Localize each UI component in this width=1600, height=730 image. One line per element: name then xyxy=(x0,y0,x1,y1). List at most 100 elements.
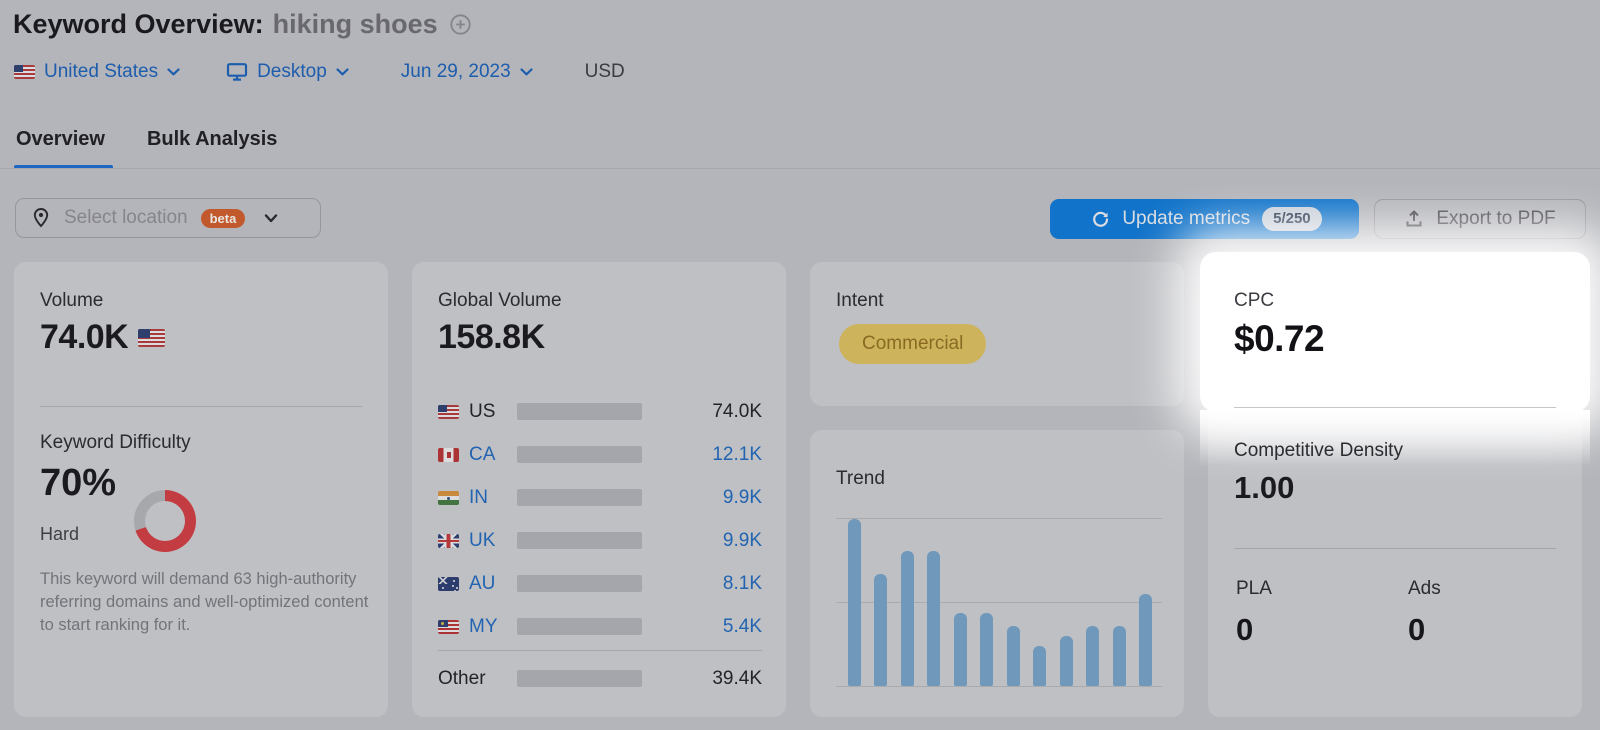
device-selector[interactable]: Desktop xyxy=(226,61,349,83)
cpc-highlight-fade xyxy=(1200,410,1590,466)
export-pdf-label: Export to PDF xyxy=(1436,208,1556,229)
pla-value: 0 xyxy=(1236,612,1254,647)
card-divider xyxy=(1234,548,1556,549)
volume-bar xyxy=(517,575,642,592)
country-row-ca: CA 12.1K xyxy=(438,433,762,476)
device-label: Desktop xyxy=(257,61,327,82)
tab-bar: Overview Bulk Analysis xyxy=(16,128,277,151)
country-selector[interactable]: United States xyxy=(14,61,180,83)
global-volume-card: Global Volume 158.8K US 74.0K CA 12.1K I… xyxy=(412,262,786,717)
us-flag-icon xyxy=(138,328,166,347)
pla-label: PLA xyxy=(1236,578,1272,599)
ads-label: Ads xyxy=(1408,578,1441,599)
us-flag-icon xyxy=(438,404,459,419)
volume-bar xyxy=(517,670,642,687)
volume-card: Volume 74.0K Keyword Difficulty 70% Hard… xyxy=(14,262,388,717)
country-row-au: AU 8.1K xyxy=(438,562,762,605)
trend-bar xyxy=(980,612,994,686)
volume-bar xyxy=(517,618,642,635)
ca-flag-icon xyxy=(438,447,459,462)
trend-bar xyxy=(1138,594,1152,686)
trend-bar xyxy=(900,550,914,686)
intent-badge: Commercial xyxy=(839,324,987,364)
trend-chart xyxy=(836,518,1162,687)
us-flag-icon xyxy=(14,65,35,79)
au-flag-icon xyxy=(438,576,459,591)
update-metrics-label: Update metrics xyxy=(1122,208,1251,229)
ads-value: 0 xyxy=(1408,612,1426,647)
chevron-down-icon xyxy=(265,213,278,222)
trend-bar xyxy=(874,574,888,686)
currency-label: USD xyxy=(584,61,625,82)
country-volume-list: US 74.0K CA 12.1K IN 9.9K UK 9.9K xyxy=(438,390,762,700)
competitive-density-value: 1.00 xyxy=(1234,470,1295,505)
global-volume-label: Global Volume xyxy=(438,290,562,311)
trend-bar xyxy=(1059,635,1073,686)
country-row-us: US 74.0K xyxy=(438,390,762,433)
trend-label: Trend xyxy=(836,468,885,489)
select-location-dropdown[interactable]: Select location beta xyxy=(15,198,321,238)
competitive-density-label: Competitive Density xyxy=(1234,440,1403,461)
other-divider xyxy=(438,650,762,651)
tab-overview[interactable]: Overview xyxy=(16,128,105,150)
active-tab-indicator xyxy=(14,165,113,169)
upload-icon xyxy=(1406,210,1422,227)
uk-flag-icon xyxy=(438,533,459,548)
refresh-icon xyxy=(1093,211,1109,227)
location-pin-icon xyxy=(33,208,49,228)
card-divider xyxy=(40,406,362,407)
date-selector[interactable]: Jun 29, 2023 xyxy=(401,61,533,83)
volume-label: Volume xyxy=(40,290,104,311)
volume-bar xyxy=(517,446,642,463)
trend-bar xyxy=(927,550,941,686)
tabs-divider xyxy=(0,168,1600,169)
page-title-text: Keyword Overview: xyxy=(13,9,264,39)
volume-bar xyxy=(517,532,642,549)
country-row-uk: UK 9.9K xyxy=(438,519,762,562)
country-row-my: MY 5.4K xyxy=(438,605,762,648)
difficulty-donut xyxy=(134,490,196,552)
ads-metric: Ads 0 xyxy=(1408,578,1441,648)
intent-card: Intent Commercial xyxy=(810,262,1184,406)
keyword-difficulty-level: Hard xyxy=(40,524,80,544)
date-label: Jun 29, 2023 xyxy=(400,61,511,82)
trend-bar xyxy=(1033,645,1047,686)
export-to-pdf-button[interactable]: Export to PDF xyxy=(1374,199,1586,239)
keyword-difficulty-description: This keyword will demand 63 high-authori… xyxy=(40,570,369,635)
trend-bar xyxy=(1006,625,1020,686)
trend-bar xyxy=(953,612,967,686)
trend-bar xyxy=(1112,625,1126,686)
global-volume-value: 158.8K xyxy=(438,318,545,356)
volume-bar xyxy=(517,489,642,506)
keyword-difficulty-value: 70% xyxy=(40,462,117,504)
country-row-other: Other 39.4K xyxy=(438,667,762,689)
quota-badge: 5/250 xyxy=(1262,207,1322,231)
tab-bulk-analysis[interactable]: Bulk Analysis xyxy=(146,128,278,150)
keyword-text: hiking shoes xyxy=(272,9,438,39)
country-label: United States xyxy=(44,61,159,82)
keyword-difficulty-label: Keyword Difficulty xyxy=(40,432,191,453)
pla-metric: PLA 0 xyxy=(1236,578,1272,648)
in-flag-icon xyxy=(438,490,459,505)
monitor-icon xyxy=(226,63,248,81)
volume-value: 74.0K xyxy=(40,318,166,357)
my-flag-icon xyxy=(438,619,459,634)
filters-bar: United States Desktop Jun 29, 2023 USD xyxy=(14,59,625,85)
add-keyword-icon[interactable] xyxy=(449,13,472,36)
select-location-placeholder: Select location xyxy=(64,207,188,228)
chevron-down-icon xyxy=(336,68,349,76)
trend-card: Trend xyxy=(810,430,1184,717)
card-divider xyxy=(1234,407,1556,408)
volume-bar xyxy=(517,403,642,420)
trend-bar xyxy=(1086,625,1100,686)
chevron-down-icon xyxy=(167,68,180,76)
cpc-value: $0.72 xyxy=(1234,318,1325,359)
chevron-down-icon xyxy=(520,68,533,76)
beta-badge: beta xyxy=(200,208,246,228)
page-title: Keyword Overview: hiking shoes xyxy=(13,9,472,40)
cpc-highlight-spotlight xyxy=(1200,252,1590,412)
cpc-label: CPC xyxy=(1234,290,1275,311)
trend-bar xyxy=(848,519,861,686)
update-metrics-button[interactable]: Update metrics 5/250 xyxy=(1050,199,1359,239)
